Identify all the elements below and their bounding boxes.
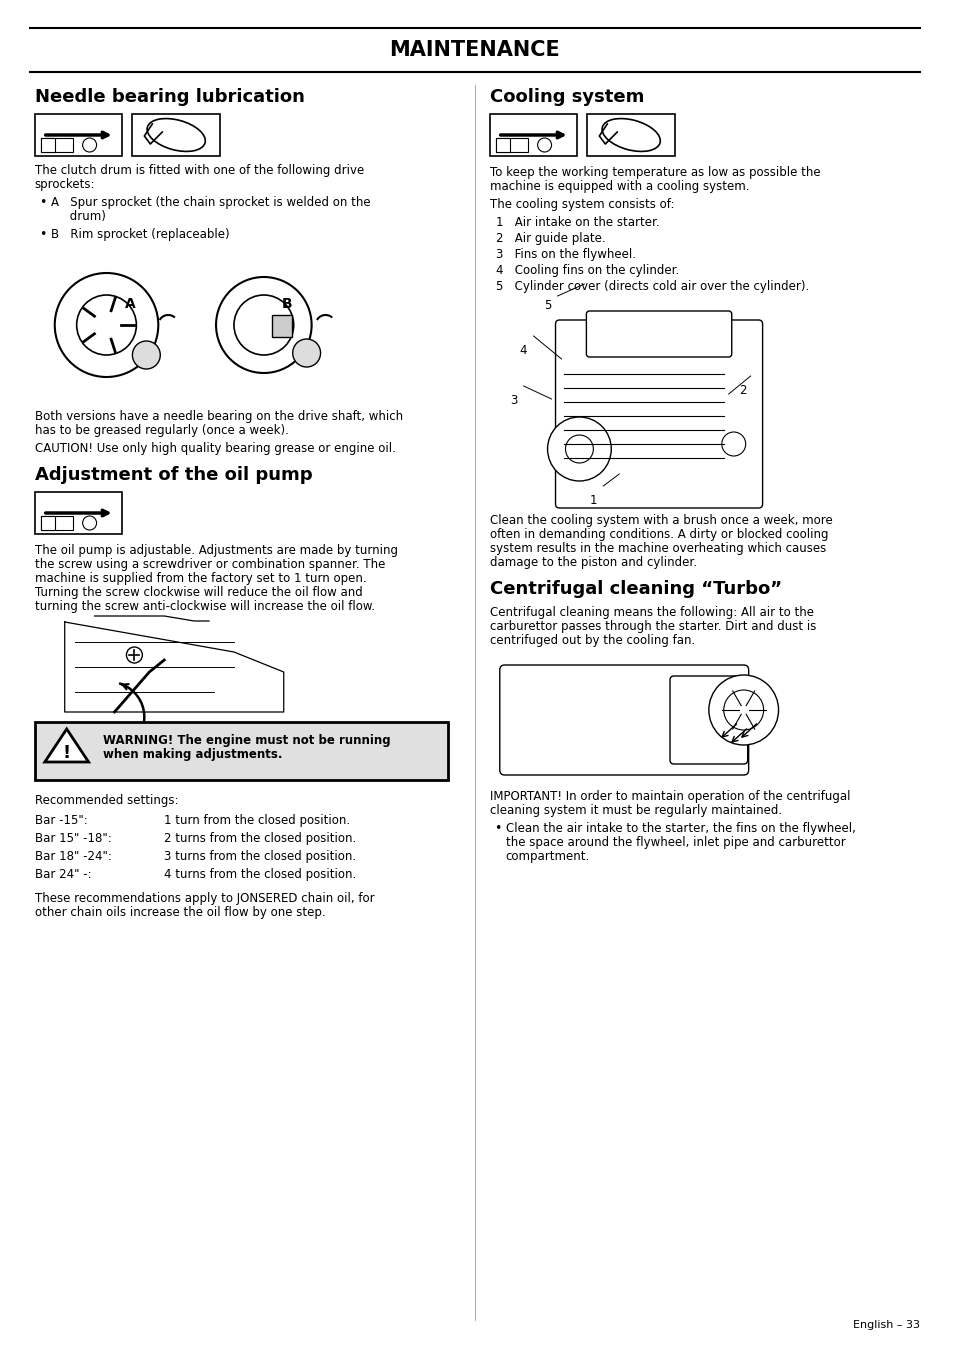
FancyBboxPatch shape bbox=[555, 320, 761, 508]
Text: !: ! bbox=[63, 744, 71, 762]
Ellipse shape bbox=[147, 119, 205, 151]
Text: cleaning system it must be regularly maintained.: cleaning system it must be regularly mai… bbox=[489, 804, 781, 817]
Text: The cooling system consists of:: The cooling system consists of: bbox=[489, 199, 674, 211]
Polygon shape bbox=[45, 730, 89, 762]
Text: 4   Cooling fins on the cylinder.: 4 Cooling fins on the cylinder. bbox=[496, 263, 679, 277]
Text: carburettor passes through the starter. Dirt and dust is: carburettor passes through the starter. … bbox=[489, 620, 816, 634]
Circle shape bbox=[252, 313, 275, 336]
Circle shape bbox=[537, 138, 551, 153]
Text: drum): drum) bbox=[51, 209, 106, 223]
Circle shape bbox=[215, 277, 312, 373]
Text: To keep the working temperature as low as possible the: To keep the working temperature as low a… bbox=[489, 166, 820, 178]
Bar bbox=[489, 113, 577, 155]
FancyBboxPatch shape bbox=[586, 311, 731, 357]
Circle shape bbox=[76, 295, 136, 355]
Text: 1: 1 bbox=[589, 494, 597, 507]
Text: 2   Air guide plate.: 2 Air guide plate. bbox=[496, 232, 605, 245]
Bar bbox=[132, 113, 220, 155]
Text: Clean the air intake to the starter, the fins on the flywheel,: Clean the air intake to the starter, the… bbox=[505, 821, 855, 835]
Circle shape bbox=[293, 339, 320, 367]
Circle shape bbox=[54, 273, 158, 377]
Circle shape bbox=[83, 516, 96, 530]
Text: •: • bbox=[39, 196, 46, 209]
Text: 3: 3 bbox=[509, 394, 517, 407]
Text: Clean the cooling system with a brush once a week, more: Clean the cooling system with a brush on… bbox=[489, 513, 832, 527]
Text: 3   Fins on the flywheel.: 3 Fins on the flywheel. bbox=[496, 249, 635, 261]
Text: has to be greased regularly (once a week).: has to be greased regularly (once a week… bbox=[35, 424, 289, 436]
Text: the space around the flywheel, inlet pipe and carburettor: the space around the flywheel, inlet pip… bbox=[505, 836, 844, 848]
Bar bbox=[35, 113, 122, 155]
Circle shape bbox=[233, 295, 294, 355]
Text: turning the screw anti-clockwise will increase the oil flow.: turning the screw anti-clockwise will in… bbox=[35, 600, 375, 613]
Text: Adjustment of the oil pump: Adjustment of the oil pump bbox=[35, 466, 313, 484]
Text: often in demanding conditions. A dirty or blocked cooling: often in demanding conditions. A dirty o… bbox=[489, 528, 827, 540]
Text: Cooling system: Cooling system bbox=[489, 88, 643, 105]
FancyBboxPatch shape bbox=[499, 665, 748, 775]
Text: B: B bbox=[281, 297, 292, 311]
Text: 1   Air intake on the starter.: 1 Air intake on the starter. bbox=[496, 216, 659, 230]
Text: A: A bbox=[124, 297, 135, 311]
Text: when making adjustments.: when making adjustments. bbox=[102, 748, 282, 761]
Text: MAINTENANCE: MAINTENANCE bbox=[389, 41, 559, 59]
Text: other chain oils increase the oil flow by one step.: other chain oils increase the oil flow b… bbox=[35, 907, 325, 919]
Text: •: • bbox=[39, 228, 46, 240]
Text: These recommendations apply to JONSERED chain oil, for: These recommendations apply to JONSERED … bbox=[35, 892, 375, 905]
Bar bbox=[35, 492, 122, 534]
FancyBboxPatch shape bbox=[669, 676, 747, 765]
Text: machine is supplied from the factory set to 1 turn open.: machine is supplied from the factory set… bbox=[35, 571, 366, 585]
Bar bbox=[41, 138, 54, 153]
Circle shape bbox=[708, 676, 778, 744]
Text: Turning the screw clockwise will reduce the oil flow and: Turning the screw clockwise will reduce … bbox=[35, 586, 362, 598]
Text: 4: 4 bbox=[519, 345, 527, 357]
Bar bbox=[496, 138, 527, 153]
Bar bbox=[41, 516, 54, 530]
Text: Centrifugal cleaning means the following: All air to the: Centrifugal cleaning means the following… bbox=[489, 607, 813, 619]
Text: The oil pump is adjustable. Adjustments are made by turning: The oil pump is adjustable. Adjustments … bbox=[35, 544, 397, 557]
Text: WARNING! The engine must not be running: WARNING! The engine must not be running bbox=[102, 734, 390, 747]
Text: •: • bbox=[494, 821, 500, 835]
Text: damage to the piston and cylinder.: damage to the piston and cylinder. bbox=[489, 557, 696, 569]
Bar bbox=[272, 315, 292, 336]
Text: Bar 24" -:: Bar 24" -: bbox=[35, 867, 91, 881]
Text: centrifuged out by the cooling fan.: centrifuged out by the cooling fan. bbox=[489, 634, 695, 647]
Text: machine is equipped with a cooling system.: machine is equipped with a cooling syste… bbox=[489, 180, 748, 193]
Circle shape bbox=[721, 432, 745, 457]
Text: The clutch drum is fitted with one of the following drive: The clutch drum is fitted with one of th… bbox=[35, 163, 364, 177]
Circle shape bbox=[83, 138, 96, 153]
Text: Bar 18" -24":: Bar 18" -24": bbox=[35, 850, 112, 863]
Circle shape bbox=[547, 417, 611, 481]
Circle shape bbox=[723, 690, 762, 730]
Bar bbox=[587, 113, 675, 155]
Text: A   Spur sprocket (the chain sprocket is welded on the: A Spur sprocket (the chain sprocket is w… bbox=[51, 196, 370, 209]
Text: CAUTION! Use only high quality bearing grease or engine oil.: CAUTION! Use only high quality bearing g… bbox=[35, 442, 395, 455]
Text: 2: 2 bbox=[738, 384, 745, 397]
Text: Recommended settings:: Recommended settings: bbox=[35, 794, 178, 807]
Text: B   Rim sprocket (replaceable): B Rim sprocket (replaceable) bbox=[51, 228, 229, 240]
Bar bbox=[496, 138, 509, 153]
Text: Bar 15" -18":: Bar 15" -18": bbox=[35, 832, 112, 844]
Text: Needle bearing lubrication: Needle bearing lubrication bbox=[35, 88, 304, 105]
Text: 1 turn from the closed position.: 1 turn from the closed position. bbox=[164, 815, 350, 827]
Circle shape bbox=[127, 647, 142, 663]
Text: sprockets:: sprockets: bbox=[35, 178, 95, 190]
Text: Both versions have a needle bearing on the drive shaft, which: Both versions have a needle bearing on t… bbox=[35, 409, 402, 423]
Circle shape bbox=[565, 435, 593, 463]
Text: Centrifugal cleaning “Turbo”: Centrifugal cleaning “Turbo” bbox=[489, 580, 781, 598]
Text: 3 turns from the closed position.: 3 turns from the closed position. bbox=[164, 850, 356, 863]
Text: 5: 5 bbox=[544, 299, 552, 312]
Text: 2 turns from the closed position.: 2 turns from the closed position. bbox=[164, 832, 356, 844]
Text: compartment.: compartment. bbox=[505, 850, 589, 863]
Text: 5   Cylinder cover (directs cold air over the cylinder).: 5 Cylinder cover (directs cold air over … bbox=[496, 280, 808, 293]
Text: system results in the machine overheating which causes: system results in the machine overheatin… bbox=[489, 542, 825, 555]
Circle shape bbox=[132, 340, 160, 369]
Text: English – 33: English – 33 bbox=[852, 1320, 919, 1329]
Bar bbox=[41, 138, 72, 153]
Bar bbox=[35, 721, 448, 780]
Text: the screw using a screwdriver or combination spanner. The: the screw using a screwdriver or combina… bbox=[35, 558, 385, 571]
Bar bbox=[41, 516, 72, 530]
Ellipse shape bbox=[601, 119, 659, 151]
Text: Bar -15":: Bar -15": bbox=[35, 815, 88, 827]
Text: IMPORTANT! In order to maintain operation of the centrifugal: IMPORTANT! In order to maintain operatio… bbox=[489, 790, 849, 802]
Text: 4 turns from the closed position.: 4 turns from the closed position. bbox=[164, 867, 356, 881]
